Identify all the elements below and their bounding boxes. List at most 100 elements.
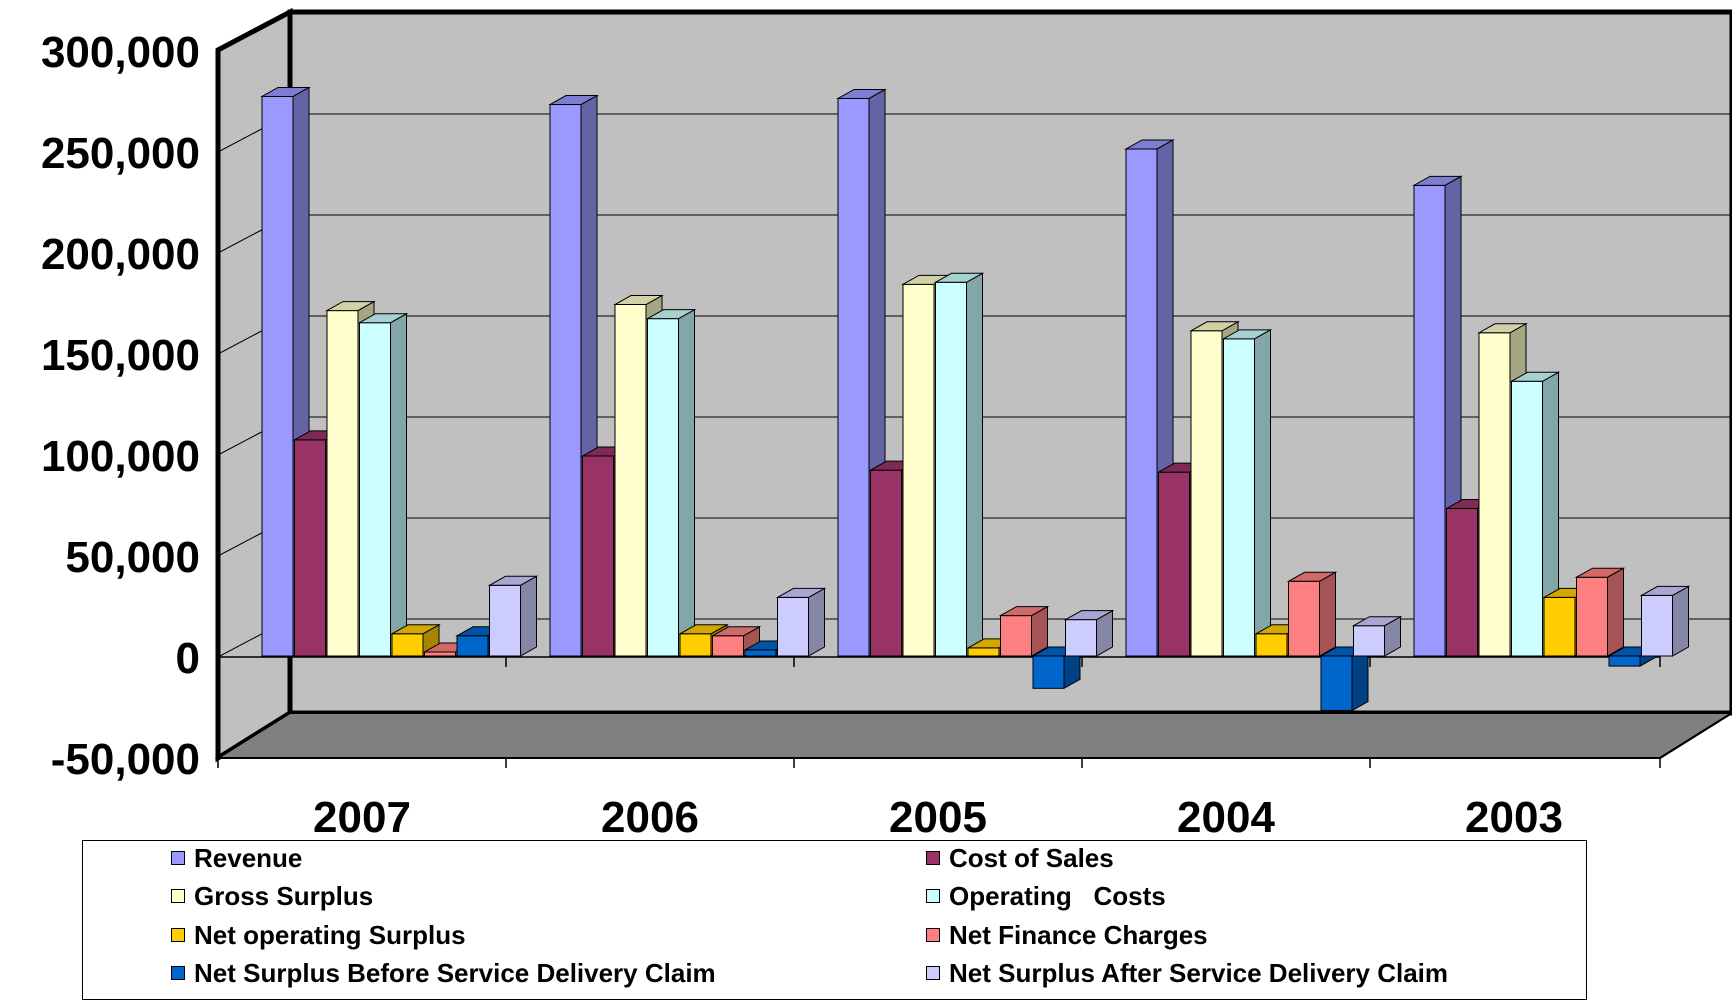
legend-item: Net Finance Charges (926, 918, 1208, 952)
bar-front-face (294, 439, 326, 657)
bar-top-face (390, 624, 441, 635)
bar-top-face (1574, 567, 1626, 578)
bar-front-face (967, 647, 1000, 657)
bar-front-face (1543, 596, 1576, 657)
bar-front-face (1158, 471, 1190, 657)
y-tick-label: 250,000 (41, 129, 200, 178)
x-axis-ticks: 2007 2006 2005 2004 2003 (313, 793, 1563, 842)
legend-label: Operating Costs (949, 880, 1166, 911)
gridlines (217, 113, 1732, 658)
legend-swatch (171, 928, 185, 942)
bar-front-face (424, 651, 456, 657)
bar-top-face (613, 295, 664, 306)
bar-side-face (1607, 567, 1624, 657)
bar-top-face (357, 313, 409, 324)
legend-item: Gross Surplus (171, 879, 373, 913)
bar-top-face (1286, 571, 1338, 582)
chart-floor (214, 712, 1732, 759)
bar-front-face (614, 304, 647, 657)
bar-front-face (1353, 625, 1385, 657)
legend-swatch (926, 851, 940, 865)
bar-front-face (359, 322, 391, 657)
legend-swatch (171, 889, 185, 903)
bar-top-face (836, 88, 887, 99)
bar-front-face (1511, 380, 1543, 657)
bar-top-face (1189, 321, 1240, 332)
y-tick-label: 200,000 (41, 230, 200, 279)
bar-top-face (1351, 616, 1403, 627)
bar-front-face (326, 310, 359, 657)
bar-side-face (1672, 585, 1689, 657)
y-axis-ticks: 300,000 250,000 200,000 150,000 100,000 50,00… (41, 28, 200, 784)
bar-top-face (548, 95, 599, 106)
bar-top-face (645, 309, 697, 320)
legend-item: Net operating Surplus (171, 918, 466, 952)
legend-item: Operating Costs (926, 879, 1166, 913)
legend-label: Revenue (194, 842, 303, 873)
y-tick-label: 50,000 (65, 533, 200, 582)
bar-top-face (1221, 329, 1273, 340)
bar (390, 623, 441, 657)
bar (933, 272, 985, 657)
bar-front-face (1320, 655, 1353, 712)
bar-front-face (582, 455, 614, 657)
x-tick-label: 2004 (1177, 793, 1275, 842)
bar-front-face (391, 633, 424, 657)
bar-top-face (710, 626, 762, 637)
bar-front-face (1478, 332, 1511, 657)
bar-front-face (1065, 619, 1097, 657)
bar-front-face (1255, 633, 1288, 657)
x-tick-label: 2003 (1465, 793, 1563, 842)
bar (1351, 615, 1403, 657)
bar (775, 587, 827, 657)
bar-top-face (260, 86, 311, 97)
legend-swatch (926, 928, 940, 942)
legend-swatch (926, 889, 940, 903)
y-tick-label: 100,000 (41, 432, 200, 481)
bar-top-face (1124, 139, 1175, 150)
legend-label: Net operating Surplus (194, 919, 466, 950)
y-tick-label: 0 (176, 634, 200, 683)
legend-label: Net Surplus Before Service Delivery Clai… (194, 957, 716, 988)
bar-front-face (679, 633, 712, 657)
bar-front-face (1608, 655, 1641, 667)
bar-top-face (678, 624, 729, 635)
legend-swatch (171, 851, 185, 865)
bar-side-face (966, 272, 983, 657)
floor-front-right-edge (1659, 712, 1732, 759)
y-tick-label: 150,000 (41, 331, 200, 380)
bar-front-face (777, 596, 809, 657)
bar (1574, 567, 1626, 657)
bars (260, 86, 1691, 712)
bar-top-face (325, 301, 376, 312)
bar (1286, 571, 1338, 657)
x-tick-label: 2005 (889, 793, 987, 842)
bar-front-face (870, 469, 902, 657)
bar-top-face (1509, 371, 1561, 382)
x-tick-label: 2006 (601, 793, 699, 842)
bar (357, 312, 409, 657)
x-tick-label: 2007 (313, 793, 411, 842)
bar-side-face (520, 575, 537, 657)
bar-front-face (935, 281, 967, 657)
bar (645, 308, 697, 657)
bar-front-face (837, 97, 870, 657)
bar-front-face (1125, 148, 1158, 657)
legend-swatch (926, 966, 940, 980)
bar-front-face (1000, 615, 1032, 657)
bar-front-face (1288, 580, 1320, 657)
bar-front-face (549, 104, 582, 657)
bar-top-face (487, 575, 539, 586)
bar-side-face (1319, 571, 1336, 657)
bar (548, 94, 599, 657)
bar-front-face (1641, 594, 1673, 657)
y-tick-label: -50,000 (51, 735, 200, 784)
bar-front-face (456, 635, 489, 657)
bar-front-face (744, 649, 777, 657)
bar-front-face (261, 95, 294, 657)
bar (998, 605, 1050, 657)
bar (1542, 587, 1593, 657)
bar-front-face (647, 318, 679, 657)
bar-front-face (489, 584, 521, 657)
